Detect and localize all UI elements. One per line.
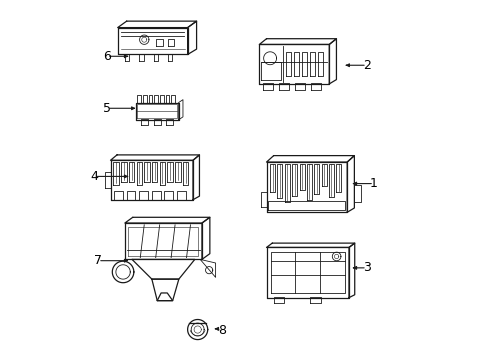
Text: 6: 6	[103, 50, 111, 63]
Text: 5: 5	[103, 102, 111, 115]
Text: 8: 8	[218, 324, 226, 337]
Text: 7: 7	[94, 254, 102, 267]
Text: 2: 2	[363, 59, 371, 72]
Text: 3: 3	[363, 261, 371, 274]
Text: 4: 4	[91, 170, 98, 183]
Text: 1: 1	[370, 177, 378, 190]
